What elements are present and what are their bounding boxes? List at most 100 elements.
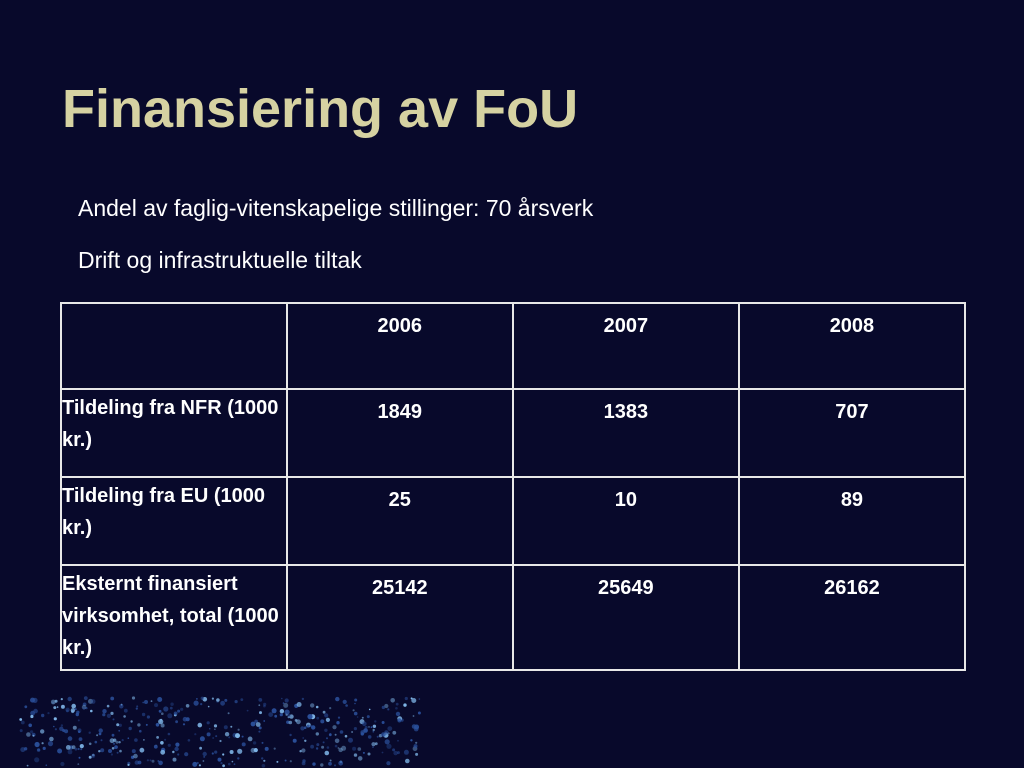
decor-dot: [415, 752, 419, 756]
data-table: 2006 2007 2008 Tildeling fra NFR (1000 k…: [60, 302, 967, 671]
decor-dot: [137, 723, 141, 727]
decor-dot: [192, 761, 198, 767]
decor-dot: [334, 744, 338, 748]
decor-dot: [131, 749, 136, 754]
decor-dot: [381, 721, 385, 724]
decor-dot: [321, 745, 325, 749]
decor-dot: [139, 729, 142, 733]
decor-dot: [397, 739, 399, 742]
decor-dot: [123, 708, 128, 713]
decor-dot: [167, 732, 171, 736]
decor-dot: [59, 726, 64, 731]
decor-dot: [274, 714, 278, 718]
decor-dot: [356, 716, 359, 718]
decor-dot: [337, 716, 341, 719]
decor-dot: [53, 725, 55, 728]
decor-dot: [212, 737, 215, 739]
decor-dot: [368, 726, 370, 728]
decor-dot: [289, 760, 292, 763]
decor-dot: [284, 709, 290, 715]
decor-dot: [78, 737, 83, 741]
decor-dot: [371, 742, 376, 747]
decor-dot: [263, 702, 267, 706]
decor-dot: [392, 748, 396, 752]
decor-dot: [273, 747, 276, 750]
decor-dot: [157, 697, 163, 702]
decor-dot: [61, 704, 65, 709]
decor-dot: [303, 726, 307, 729]
decor-dot: [285, 713, 288, 716]
decor-dot: [23, 747, 28, 751]
decor-dot: [174, 746, 179, 752]
decor-dot: [199, 736, 205, 742]
decor-dot: [296, 702, 302, 707]
decor-dot: [206, 732, 211, 737]
decor-dot: [161, 712, 164, 715]
decor-dot: [282, 702, 285, 704]
decor-dot: [306, 724, 310, 728]
decor-dot: [37, 748, 40, 751]
decor-dot: [111, 733, 115, 737]
decor-dot: [376, 735, 379, 738]
decor-dot: [116, 751, 119, 754]
decor-dot: [211, 697, 214, 700]
decor-dot: [392, 730, 397, 735]
decor-dot: [164, 738, 167, 741]
decor-dot: [381, 705, 386, 710]
decor-dot: [74, 747, 78, 751]
decor-dot: [180, 707, 184, 711]
decor-dot: [203, 755, 206, 758]
decor-dot: [155, 723, 160, 727]
decor-dot: [352, 746, 357, 751]
decor-dot: [172, 757, 177, 762]
text-line: Drift og infrastruktuelle tiltak: [78, 247, 362, 273]
decor-dot: [403, 749, 409, 755]
decor-dot: [118, 741, 121, 744]
decor-dot: [258, 726, 262, 730]
decor-dot: [237, 728, 240, 731]
decor-dot: [220, 700, 226, 706]
decor-dot: [231, 760, 234, 763]
decor-dot: [134, 738, 138, 742]
decor-dot: [247, 736, 253, 742]
decor-dot: [24, 705, 28, 709]
decor-dot: [261, 757, 264, 760]
decor-dot: [324, 728, 328, 732]
decor-dot: [113, 738, 117, 742]
decor-dot: [393, 750, 398, 756]
decor-dot: [374, 720, 377, 723]
decor-dot: [263, 720, 266, 722]
decor-dot: [67, 696, 72, 702]
decor-dot: [301, 697, 305, 701]
decor-dot: [78, 756, 81, 759]
header-row: 2006 2007 2008: [60, 302, 967, 390]
decor-dot: [19, 729, 23, 733]
decor-dot: [217, 757, 222, 762]
decor-dot: [366, 715, 370, 719]
decor-dot: [268, 712, 274, 717]
decor-dot: [134, 760, 139, 765]
decor-dot: [404, 696, 408, 701]
decor-dot: [119, 704, 124, 709]
decor-dot: [234, 700, 238, 704]
decor-dot: [136, 705, 139, 708]
decor-dot: [328, 733, 332, 737]
decor-dot: [357, 756, 363, 761]
decor-dot: [322, 741, 325, 744]
decor-dot: [145, 723, 148, 726]
decor-dot: [116, 723, 120, 727]
decor-dot: [150, 700, 153, 702]
decor-dot: [118, 723, 123, 727]
decor-dot: [315, 705, 319, 709]
decor-dot: [258, 704, 261, 707]
decor-dot: [367, 735, 372, 739]
decor-dot: [307, 714, 313, 720]
decor-dot: [146, 759, 149, 762]
decor-dot: [338, 760, 344, 766]
decor-dot: [412, 715, 415, 717]
decor-dot: [160, 741, 164, 745]
decor-dot: [229, 750, 234, 754]
decor-dot: [222, 753, 225, 756]
decor-dot: [32, 697, 38, 703]
